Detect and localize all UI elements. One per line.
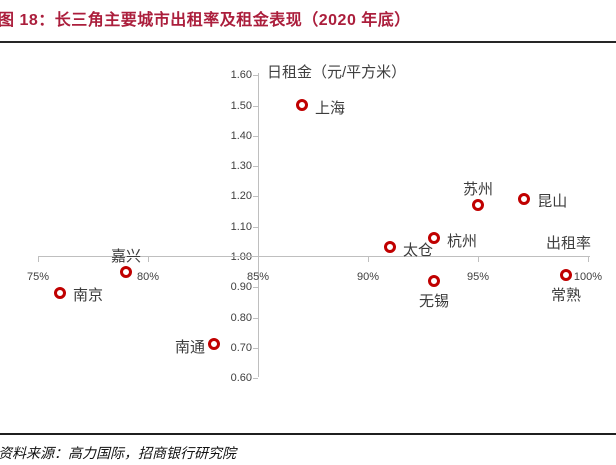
x-tick-mark (588, 257, 589, 262)
data-point-marker (119, 265, 132, 278)
y-tick-mark (253, 196, 258, 198)
y-tick-label: 0.90 (230, 281, 252, 294)
x-tick-label: 95% (466, 271, 490, 283)
data-point-marker (517, 192, 530, 205)
y-tick-label: 1.60 (230, 69, 252, 82)
x-axis-line (38, 256, 590, 257)
x-tick-label: 80% (136, 271, 160, 283)
x-tick-mark (478, 257, 479, 262)
y-tick-mark (253, 75, 258, 77)
source-note: 资料来源：高力国际，招商银行研究院 (0, 447, 236, 462)
data-point-label: 南京 (73, 287, 104, 305)
data-point-label: 无锡 (418, 293, 449, 311)
data-point-marker (471, 198, 484, 211)
data-point-marker (559, 268, 572, 281)
scatter-chart: 日租金（元/平方米） 出租率 1.60 1.50 1.40 1.30 1.20 1.10 1… (0, 44, 616, 432)
y-tick-label: 1.40 (230, 129, 252, 142)
y-tick-label: 0.60 (230, 372, 252, 385)
data-point-marker (295, 99, 308, 111)
x-tick-mark (38, 257, 39, 262)
y-tick-label: 1.00 (230, 251, 252, 263)
data-point-label: 杭州 (447, 232, 478, 250)
title-divider (0, 41, 616, 43)
x-tick-label: 75% (26, 271, 50, 283)
data-point-label: 上海 (315, 99, 346, 117)
data-point-label: 太仓 (403, 241, 434, 259)
x-tick-mark (148, 257, 149, 262)
data-point-marker (207, 338, 220, 351)
x-tick-label: 100% (573, 271, 603, 283)
y-tick-label: 0.80 (230, 311, 252, 324)
y-tick-label: 0.70 (230, 341, 252, 354)
y-tick-label: 1.20 (230, 190, 252, 203)
figure-title: 图 18：长三角主要城市出租率及租金表现（2020 年底） (0, 12, 411, 29)
y-tick-mark (253, 378, 258, 380)
data-point-label: 常熟 (550, 287, 581, 305)
y-tick-mark (253, 226, 258, 228)
x-axis-title: 出租率 (546, 235, 592, 252)
data-point-label: 苏州 (462, 181, 493, 199)
data-point-label: 昆山 (537, 193, 568, 211)
y-tick-label: 1.10 (230, 220, 252, 233)
data-point-marker (427, 232, 440, 245)
y-tick-label: 1.50 (230, 99, 252, 112)
y-tick-mark (253, 105, 258, 107)
y-tick-mark (253, 317, 258, 319)
x-tick-label: 85% (246, 271, 270, 283)
y-axis-title: 日租金（元/平方米） (267, 64, 407, 81)
y-tick-mark (253, 287, 258, 289)
x-tick-mark (368, 257, 369, 262)
data-point-marker (53, 286, 66, 299)
y-tick-mark (253, 135, 258, 137)
data-point-label: 嘉兴 (110, 248, 141, 266)
data-point-label: 南通 (174, 338, 205, 356)
data-point-marker (427, 274, 440, 287)
footer-divider (0, 433, 616, 435)
y-axis-line (258, 73, 259, 377)
y-tick-mark (253, 166, 258, 168)
x-tick-label: 90% (356, 271, 380, 283)
y-tick-mark (253, 347, 258, 349)
data-point-marker (383, 241, 396, 254)
y-tick-label: 1.30 (230, 160, 252, 173)
